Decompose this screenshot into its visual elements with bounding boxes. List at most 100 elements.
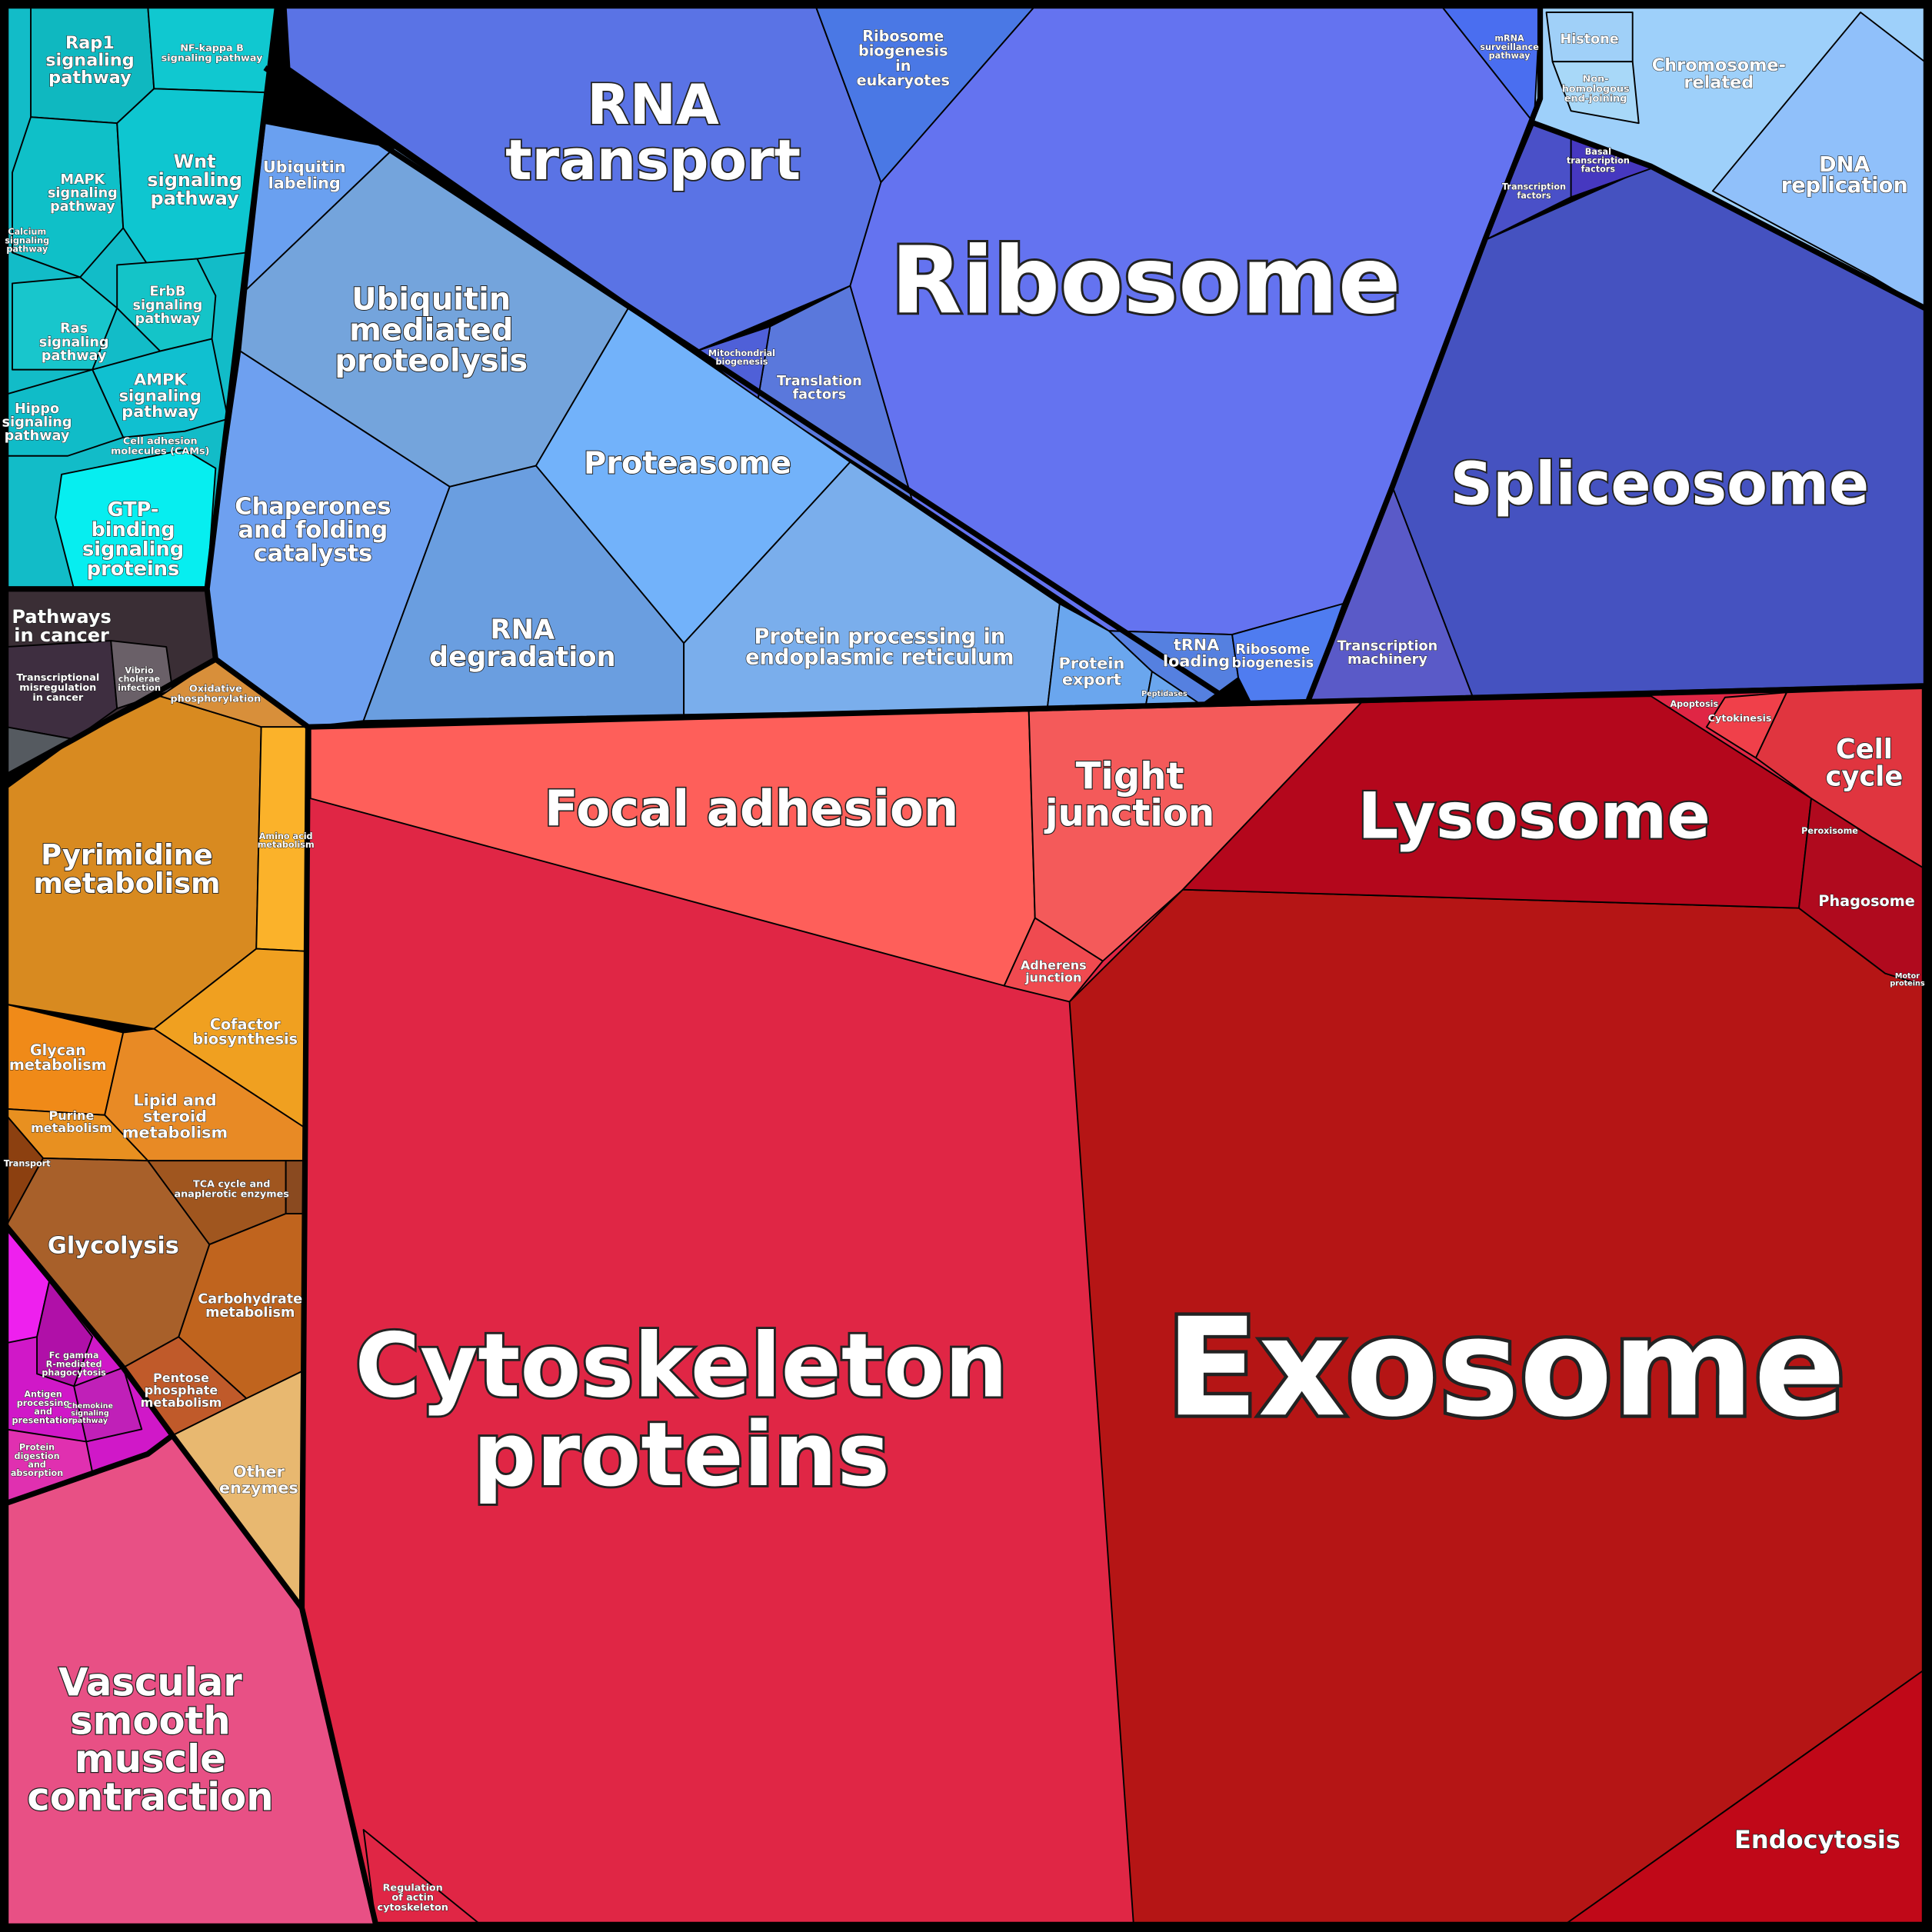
label-line: pathway <box>48 68 132 88</box>
label-line: signaling <box>71 1409 109 1417</box>
cell-label: Calcium signaling pathway <box>5 227 49 254</box>
cell-label: Protein processing in endoplasmic reticul… <box>745 625 1014 669</box>
cell-label: GTP-binding signaling proteins <box>82 498 184 581</box>
region-border <box>1533 120 1927 311</box>
label-line: Non- <box>1583 73 1609 85</box>
cell-label: Cell adhesion molecules (CAMs) <box>111 435 209 457</box>
label-line: Cytoskeleton <box>355 1315 1008 1418</box>
cell-label: DNA replication <box>1781 152 1908 197</box>
label-line: catalysts <box>254 540 373 567</box>
label-line: signaling <box>132 298 202 313</box>
label-line: signaling <box>119 386 202 405</box>
label-line: and <box>28 1460 46 1470</box>
cell-label: Phagosome <box>1818 892 1914 910</box>
label-line: Phagosome <box>1818 892 1914 910</box>
cell-label: Vibrio cholerae infection <box>118 665 161 692</box>
cell-label: Purine metabolism <box>31 1108 112 1134</box>
cell-label: Basal transcription factors <box>1567 147 1630 174</box>
label-line: signaling pathway <box>162 52 263 64</box>
label-line: Amino acid <box>259 831 313 841</box>
cell-label: Endocytosis <box>1734 1825 1900 1854</box>
cell-label: Exosome <box>1166 1288 1846 1447</box>
label-line: tRNA <box>1174 636 1220 655</box>
label-line: Protein <box>19 1442 55 1452</box>
label-line: Lipid and <box>133 1091 216 1110</box>
label-line: NF-kappa B <box>180 42 244 54</box>
label-line: Adherens <box>1021 958 1087 972</box>
label-line: R-mediated <box>46 1359 102 1369</box>
label-line: MAPK <box>60 172 105 188</box>
label-line: signaling <box>45 51 134 71</box>
cell-label: Cytokinesis <box>1708 712 1772 724</box>
label-line: surveillance <box>1480 42 1539 52</box>
cell-label: Carbohydrate metabolism <box>198 1291 302 1321</box>
cell-label: Transcription factors <box>1502 182 1566 200</box>
label-line: phosphorylation <box>170 693 261 705</box>
cell-label: Peroxisome <box>1801 825 1858 835</box>
cell <box>1551 61 1640 125</box>
cell-label: Amino acid metabolism <box>258 831 315 849</box>
cell-label: Protein digestion and absorption <box>11 1442 63 1478</box>
label-line: Chromosome- <box>1652 55 1786 75</box>
cell-label: Glycolysis <box>48 1232 179 1259</box>
label-line: Vascular <box>58 1661 242 1705</box>
region-border <box>204 5 310 730</box>
cell-label: Other enzymes <box>219 1463 298 1497</box>
label-line: metabolism <box>141 1395 222 1410</box>
label-line: Tight <box>1076 754 1184 798</box>
label-line: Focal adhesion <box>545 781 959 838</box>
region-border <box>5 656 218 779</box>
label-line: pathway <box>1489 51 1531 61</box>
cell-label: Transport <box>4 1158 51 1168</box>
label-line: Hippo <box>15 401 59 417</box>
label-line: signaling <box>48 186 118 202</box>
label-line: mediated <box>349 312 513 348</box>
cell <box>36 1281 94 1387</box>
label-line: molecules (CAMs) <box>111 445 209 457</box>
label-line: mRNA <box>1494 33 1524 43</box>
cell-label: Histone <box>1561 32 1619 47</box>
cell-label: Hippo signaling pathway <box>2 401 72 444</box>
cell-label: Vascular smooth muscle contraction <box>27 1661 273 1820</box>
label-line: biogenesis <box>1232 656 1314 671</box>
label-line: Peroxisome <box>1801 825 1858 835</box>
cell-label: Oxidative phosphorylation <box>170 683 261 705</box>
label-line: Ribosome <box>891 227 1401 335</box>
cell-label: AMPK signaling pathway <box>119 370 202 421</box>
label-line: RNA <box>587 73 719 138</box>
label-line: factors <box>1517 190 1551 200</box>
cell <box>285 1160 305 1214</box>
label-line: Pathways <box>12 606 111 628</box>
cell-label: Protein export <box>1058 655 1124 689</box>
cell-label: Chemokine signaling pathway <box>67 1401 114 1424</box>
cell-label: Cell cycle <box>1826 734 1904 792</box>
cell-label: Motor proteins <box>1890 971 1924 988</box>
label-line: signaling <box>2 415 72 431</box>
label-line: metabolism <box>34 866 221 899</box>
label-line: Pentose <box>153 1371 209 1385</box>
label-line: pathway <box>72 1417 108 1425</box>
label-line: Exosome <box>1166 1288 1846 1447</box>
label-line: anaplerotic enzymes <box>174 1188 289 1200</box>
label-line: related <box>1684 72 1754 92</box>
label-line: Cytokinesis <box>1708 712 1772 724</box>
region-border <box>4 1224 305 1610</box>
label-line: cytoskeleton <box>377 1901 448 1913</box>
region-border <box>1306 6 1544 701</box>
label-line: metabolism <box>205 1305 295 1321</box>
cell-label: Ubiquitin mediated proteolysis <box>335 281 528 378</box>
label-line: signaling <box>147 169 242 191</box>
label-line: Histone <box>1561 32 1619 47</box>
cell-label: Lipid and steroid metabolism <box>122 1091 228 1142</box>
label-line: processing <box>17 1397 70 1407</box>
cell-label: RNA transport <box>505 73 801 193</box>
label-line: metabolism <box>9 1056 107 1074</box>
label-line: metabolism <box>122 1123 228 1141</box>
cell-label: Lysosome <box>1357 778 1710 853</box>
label-line: phagocytosis <box>42 1367 106 1377</box>
label-line: Glycolysis <box>48 1232 179 1259</box>
cell-label: Apoptosis <box>1670 698 1718 708</box>
